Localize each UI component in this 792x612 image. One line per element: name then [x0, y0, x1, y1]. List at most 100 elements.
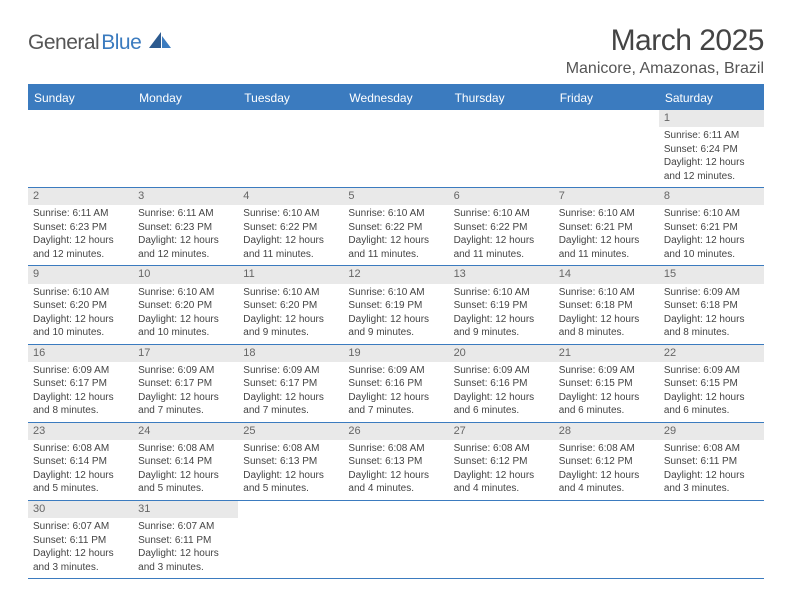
sunrise-text: Sunrise: 6:10 AM: [348, 207, 443, 221]
sunrise-text: Sunrise: 6:10 AM: [454, 286, 549, 300]
calendar-day-cell: [554, 500, 659, 578]
day-details: Sunrise: 6:08 AMSunset: 6:14 PMDaylight:…: [133, 440, 238, 500]
sunset-text: Sunset: 6:11 PM: [138, 534, 233, 548]
sunset-text: Sunset: 6:21 PM: [559, 221, 654, 235]
calendar-day-cell: 20Sunrise: 6:09 AMSunset: 6:16 PMDayligh…: [449, 344, 554, 422]
day-number: 16: [28, 345, 133, 362]
sunset-text: Sunset: 6:18 PM: [664, 299, 759, 313]
day-details: Sunrise: 6:08 AMSunset: 6:14 PMDaylight:…: [28, 440, 133, 500]
sunset-text: Sunset: 6:12 PM: [454, 455, 549, 469]
day-number: [659, 501, 764, 505]
daylight-text: Daylight: 12 hours and 4 minutes.: [348, 469, 443, 496]
daylight-text: Daylight: 12 hours and 5 minutes.: [33, 469, 128, 496]
day-details: Sunrise: 6:11 AMSunset: 6:23 PMDaylight:…: [28, 205, 133, 265]
day-number: [133, 110, 238, 114]
daylight-text: Daylight: 12 hours and 11 minutes.: [348, 234, 443, 261]
sunset-text: Sunset: 6:16 PM: [348, 377, 443, 391]
day-details: Sunrise: 6:09 AMSunset: 6:17 PMDaylight:…: [238, 362, 343, 422]
calendar-day-cell: 3Sunrise: 6:11 AMSunset: 6:23 PMDaylight…: [133, 188, 238, 266]
day-number: 27: [449, 423, 554, 440]
sunset-text: Sunset: 6:24 PM: [664, 143, 759, 157]
sunset-text: Sunset: 6:23 PM: [33, 221, 128, 235]
day-number: 15: [659, 266, 764, 283]
day-details: Sunrise: 6:07 AMSunset: 6:11 PMDaylight:…: [28, 518, 133, 578]
calendar-week-row: 2Sunrise: 6:11 AMSunset: 6:23 PMDaylight…: [28, 188, 764, 266]
daylight-text: Daylight: 12 hours and 11 minutes.: [243, 234, 338, 261]
weekday-header: Saturday: [659, 85, 764, 110]
day-number: 10: [133, 266, 238, 283]
daylight-text: Daylight: 12 hours and 8 minutes.: [33, 391, 128, 418]
day-details: Sunrise: 6:11 AMSunset: 6:23 PMDaylight:…: [133, 205, 238, 265]
day-number: 30: [28, 501, 133, 518]
sunset-text: Sunset: 6:22 PM: [454, 221, 549, 235]
calendar-day-cell: [554, 110, 659, 188]
calendar-day-cell: 15Sunrise: 6:09 AMSunset: 6:18 PMDayligh…: [659, 266, 764, 344]
day-number: [343, 501, 448, 505]
weekday-header: Friday: [554, 85, 659, 110]
sunset-text: Sunset: 6:23 PM: [138, 221, 233, 235]
sunrise-text: Sunrise: 6:08 AM: [33, 442, 128, 456]
sunset-text: Sunset: 6:22 PM: [243, 221, 338, 235]
day-number: 19: [343, 345, 448, 362]
sunset-text: Sunset: 6:18 PM: [559, 299, 654, 313]
calendar-day-cell: 11Sunrise: 6:10 AMSunset: 6:20 PMDayligh…: [238, 266, 343, 344]
calendar-day-cell: 30Sunrise: 6:07 AMSunset: 6:11 PMDayligh…: [28, 500, 133, 578]
sunrise-text: Sunrise: 6:09 AM: [33, 364, 128, 378]
day-number: [343, 110, 448, 114]
day-number: 1: [659, 110, 764, 127]
calendar-day-cell: 24Sunrise: 6:08 AMSunset: 6:14 PMDayligh…: [133, 422, 238, 500]
day-details: Sunrise: 6:08 AMSunset: 6:13 PMDaylight:…: [343, 440, 448, 500]
day-number: 25: [238, 423, 343, 440]
daylight-text: Daylight: 12 hours and 5 minutes.: [243, 469, 338, 496]
page-header: General Blue March 2025 Manicore, Amazon…: [28, 24, 764, 78]
daylight-text: Daylight: 12 hours and 7 minutes.: [348, 391, 443, 418]
calendar-day-cell: 23Sunrise: 6:08 AMSunset: 6:14 PMDayligh…: [28, 422, 133, 500]
sunset-text: Sunset: 6:20 PM: [243, 299, 338, 313]
calendar-day-cell: 22Sunrise: 6:09 AMSunset: 6:15 PMDayligh…: [659, 344, 764, 422]
sunset-text: Sunset: 6:17 PM: [138, 377, 233, 391]
sunrise-text: Sunrise: 6:10 AM: [348, 286, 443, 300]
day-details: Sunrise: 6:07 AMSunset: 6:11 PMDaylight:…: [133, 518, 238, 578]
calendar-day-cell: [659, 500, 764, 578]
calendar-day-cell: 31Sunrise: 6:07 AMSunset: 6:11 PMDayligh…: [133, 500, 238, 578]
day-details: Sunrise: 6:09 AMSunset: 6:17 PMDaylight:…: [133, 362, 238, 422]
logo-text-dark: General: [28, 31, 99, 55]
sunrise-text: Sunrise: 6:08 AM: [138, 442, 233, 456]
title-block: March 2025 Manicore, Amazonas, Brazil: [566, 24, 764, 78]
day-number: 24: [133, 423, 238, 440]
sunrise-text: Sunrise: 6:09 AM: [664, 286, 759, 300]
sunset-text: Sunset: 6:11 PM: [664, 455, 759, 469]
sunrise-text: Sunrise: 6:10 AM: [664, 207, 759, 221]
day-number: [449, 110, 554, 114]
calendar-day-cell: 7Sunrise: 6:10 AMSunset: 6:21 PMDaylight…: [554, 188, 659, 266]
day-details: Sunrise: 6:09 AMSunset: 6:15 PMDaylight:…: [554, 362, 659, 422]
sunrise-text: Sunrise: 6:09 AM: [138, 364, 233, 378]
calendar-day-cell: 5Sunrise: 6:10 AMSunset: 6:22 PMDaylight…: [343, 188, 448, 266]
day-number: 5: [343, 188, 448, 205]
sunrise-text: Sunrise: 6:11 AM: [138, 207, 233, 221]
day-number: 14: [554, 266, 659, 283]
daylight-text: Daylight: 12 hours and 11 minutes.: [454, 234, 549, 261]
calendar-day-cell: 1Sunrise: 6:11 AMSunset: 6:24 PMDaylight…: [659, 110, 764, 188]
daylight-text: Daylight: 12 hours and 9 minutes.: [454, 313, 549, 340]
sunset-text: Sunset: 6:19 PM: [348, 299, 443, 313]
sunrise-text: Sunrise: 6:09 AM: [664, 364, 759, 378]
calendar-week-row: 9Sunrise: 6:10 AMSunset: 6:20 PMDaylight…: [28, 266, 764, 344]
calendar-day-cell: [343, 110, 448, 188]
day-number: 21: [554, 345, 659, 362]
sunrise-text: Sunrise: 6:08 AM: [559, 442, 654, 456]
daylight-text: Daylight: 12 hours and 7 minutes.: [138, 391, 233, 418]
weekday-header: Thursday: [449, 85, 554, 110]
calendar-week-row: 1Sunrise: 6:11 AMSunset: 6:24 PMDaylight…: [28, 110, 764, 188]
sunrise-text: Sunrise: 6:09 AM: [348, 364, 443, 378]
day-details: Sunrise: 6:09 AMSunset: 6:18 PMDaylight:…: [659, 284, 764, 344]
calendar-day-cell: 13Sunrise: 6:10 AMSunset: 6:19 PMDayligh…: [449, 266, 554, 344]
day-details: Sunrise: 6:10 AMSunset: 6:20 PMDaylight:…: [238, 284, 343, 344]
calendar-day-cell: 4Sunrise: 6:10 AMSunset: 6:22 PMDaylight…: [238, 188, 343, 266]
day-number: 22: [659, 345, 764, 362]
day-details: Sunrise: 6:09 AMSunset: 6:15 PMDaylight:…: [659, 362, 764, 422]
day-details: Sunrise: 6:10 AMSunset: 6:20 PMDaylight:…: [133, 284, 238, 344]
day-details: Sunrise: 6:09 AMSunset: 6:16 PMDaylight:…: [343, 362, 448, 422]
calendar-day-cell: 27Sunrise: 6:08 AMSunset: 6:12 PMDayligh…: [449, 422, 554, 500]
sunrise-text: Sunrise: 6:09 AM: [559, 364, 654, 378]
